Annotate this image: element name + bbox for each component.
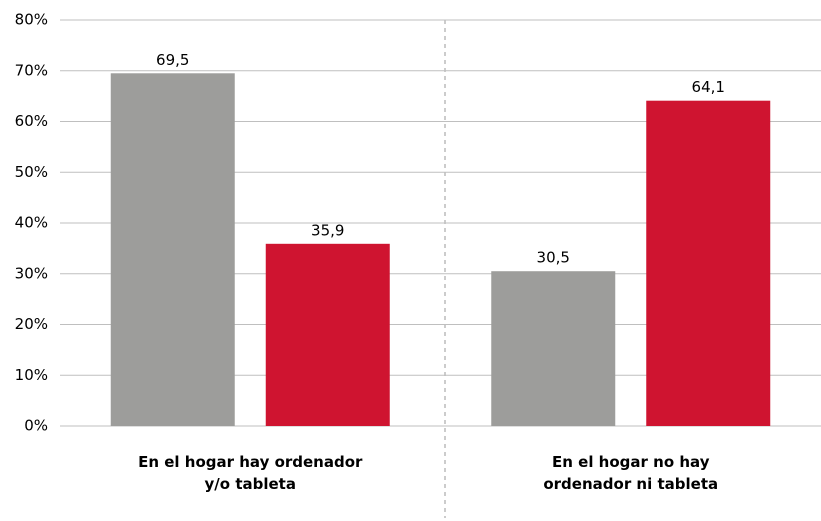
value-label: 64,1 xyxy=(692,78,725,96)
y-tick-label: 80% xyxy=(15,11,48,29)
bar xyxy=(646,100,771,426)
y-tick-label: 0% xyxy=(24,417,48,435)
value-label: 35,9 xyxy=(311,221,344,239)
value-label: 69,5 xyxy=(156,51,189,69)
y-tick-label: 10% xyxy=(15,366,48,384)
y-tick-label: 70% xyxy=(15,61,48,79)
bar xyxy=(491,271,616,426)
bar xyxy=(265,243,390,426)
x-tick-label: En el hogar no hay ordenador ni tableta xyxy=(543,453,718,493)
value-label: 30,5 xyxy=(537,249,570,267)
y-tick-label: 40% xyxy=(15,214,48,232)
y-tick-label: 30% xyxy=(15,264,48,282)
y-tick-label: 50% xyxy=(15,163,48,181)
y-tick-label: 20% xyxy=(15,315,48,333)
x-tick-label: En el hogar hay ordenador y/o tableta xyxy=(138,453,363,493)
bar xyxy=(110,73,235,426)
y-tick-label: 60% xyxy=(15,112,48,130)
